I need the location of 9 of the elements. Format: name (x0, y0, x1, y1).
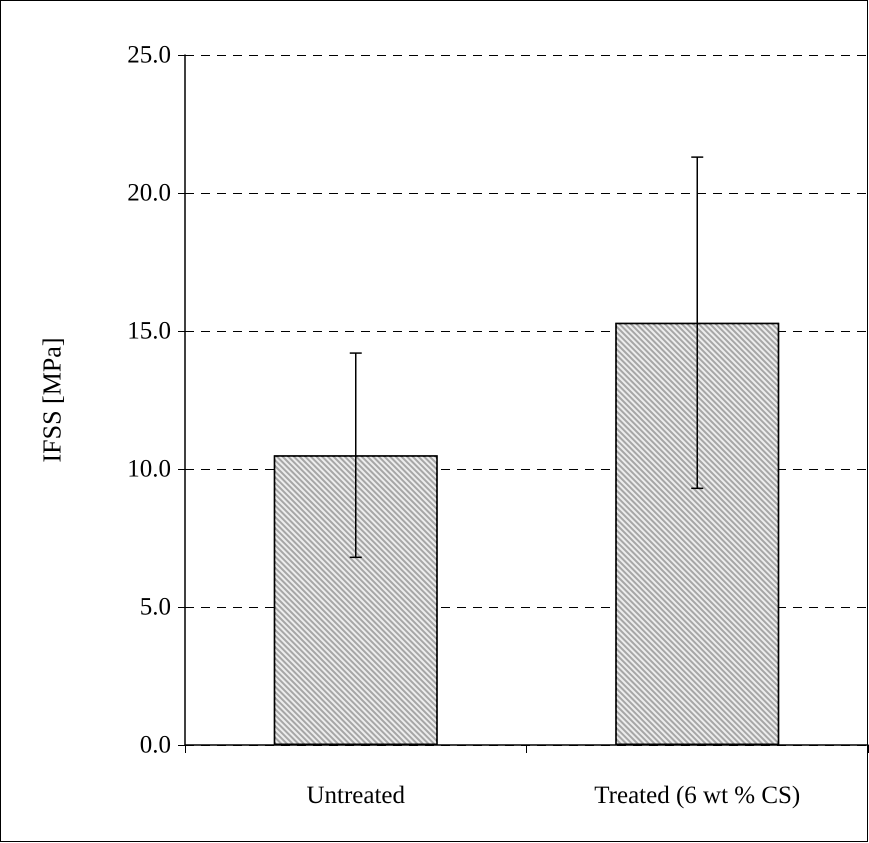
y-tick-label: 25.0 (127, 42, 171, 68)
x-tick-label: Treated (6 wt % CS) (594, 782, 800, 809)
y-tick-label: 0.0 (140, 732, 171, 758)
y-axis-title: IFSS [MPa] (38, 338, 66, 462)
y-tick-label: 5.0 (140, 594, 171, 620)
y-tick-label: 15.0 (127, 318, 171, 344)
y-tick-label: 10.0 (127, 456, 171, 482)
x-tick-label: Untreated (306, 782, 406, 809)
y-tick-label: 20.0 (127, 180, 171, 206)
